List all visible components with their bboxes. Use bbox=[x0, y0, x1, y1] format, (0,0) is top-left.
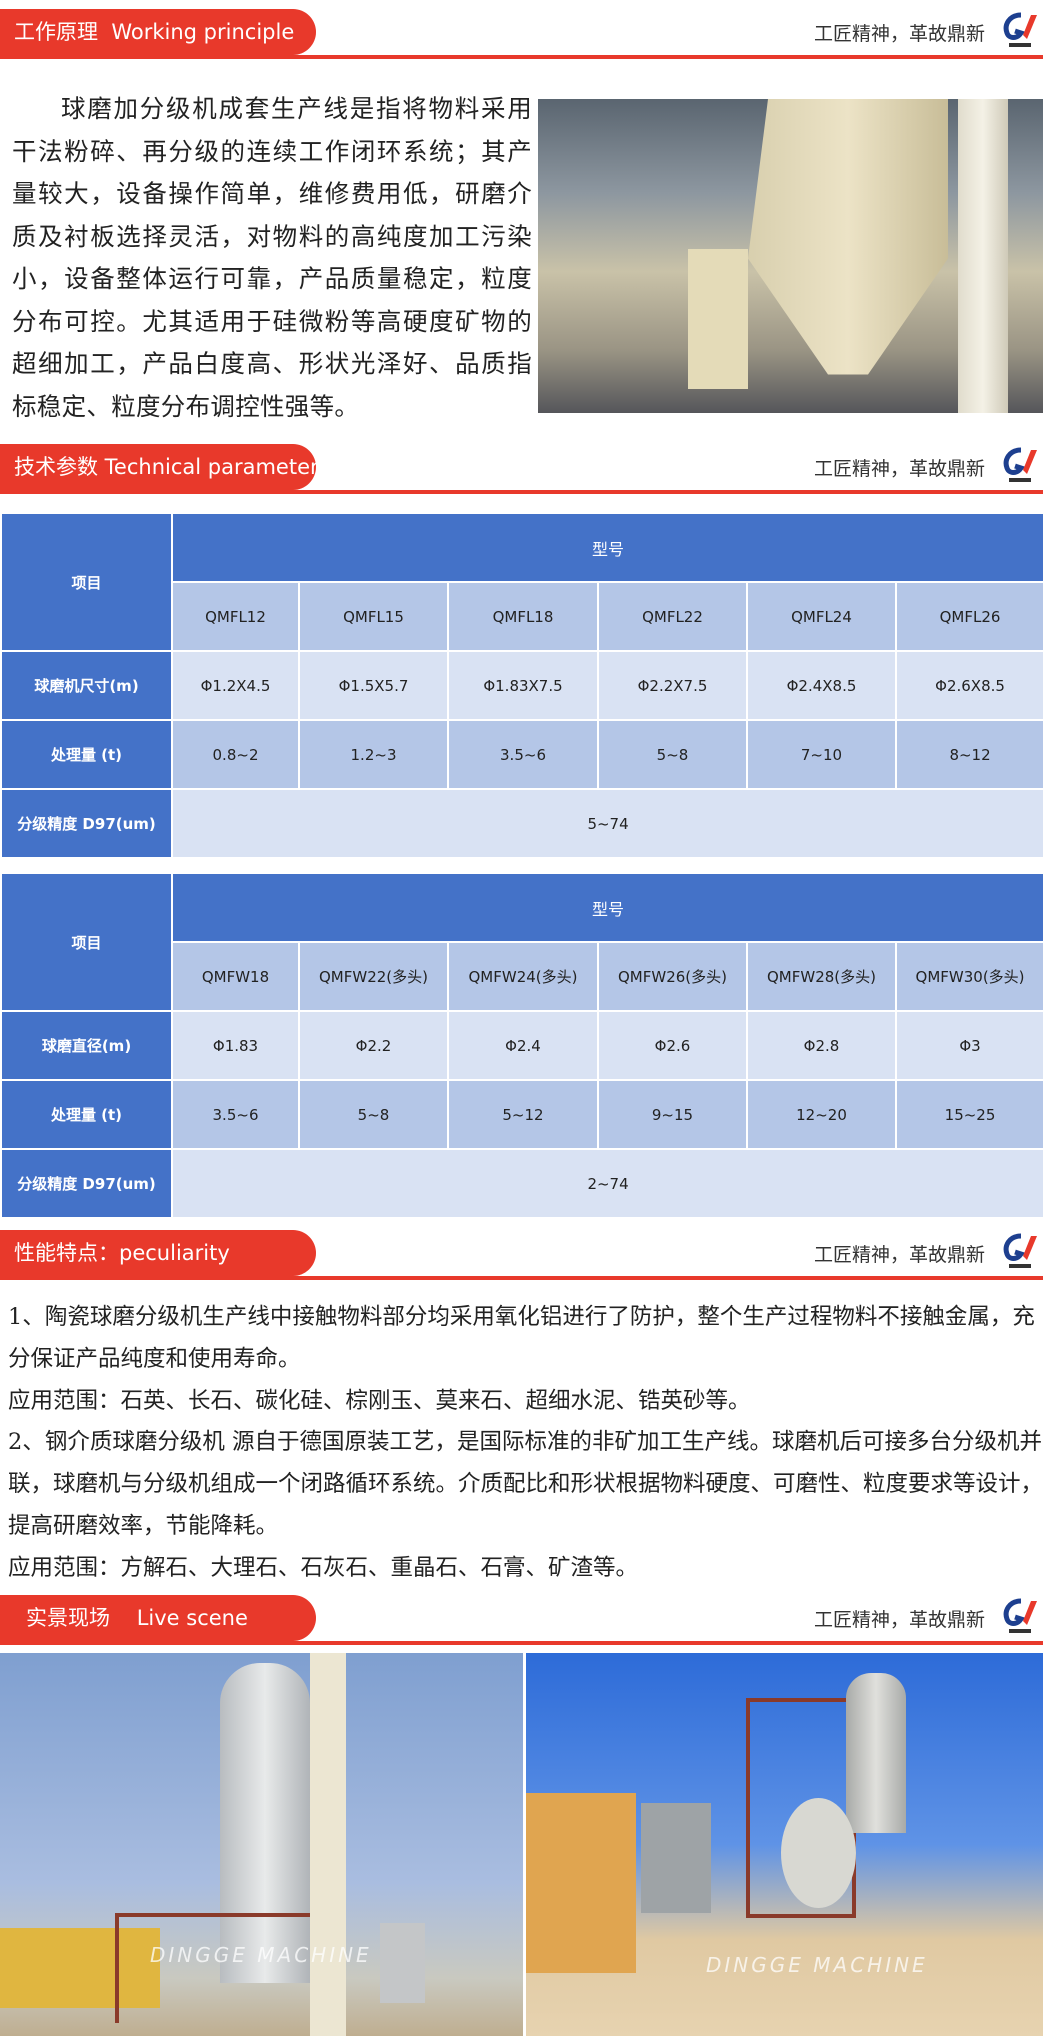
table-cell: 0.8~2 bbox=[171, 719, 300, 790]
section-title: 实景现场 Live scene bbox=[0, 1595, 316, 1641]
header-model: 型号 bbox=[170, 512, 1043, 583]
model-cell: QMFW22(多头) bbox=[298, 941, 449, 1012]
header-item: 项目 bbox=[0, 512, 173, 652]
table-cell: Φ2.4X8.5 bbox=[746, 650, 897, 721]
model-cell: QMFW24(多头) bbox=[447, 941, 599, 1012]
header-item: 项目 bbox=[0, 872, 173, 1012]
row-label: 分级精度 D97(um) bbox=[0, 788, 173, 859]
features-list: 1、陶瓷球磨分级机生产线中接触物料部分均采用氧化铝进行了防护，整个生产过程物料不… bbox=[8, 1297, 1043, 1590]
row-label: 球磨直径(m) bbox=[0, 1010, 173, 1081]
table-row-models: QMFW18 QMFW22(多头) QMFW24(多头) QMFW26(多头) … bbox=[1, 941, 1043, 1012]
table-cell: Φ2.6 bbox=[597, 1010, 748, 1081]
table-cell: 5~8 bbox=[597, 719, 748, 790]
table-cell: 8~12 bbox=[894, 719, 1043, 790]
table-cell: Φ3 bbox=[894, 1010, 1043, 1081]
table-row-models: QMFL12 QMFL15 QMFL18 QMFL22 QMFL24 QMFL2… bbox=[1, 581, 1043, 652]
table-cell: 15~25 bbox=[894, 1079, 1043, 1150]
section-title: 工作原理 Working principle bbox=[0, 9, 316, 55]
table-cell: Φ2.6X8.5 bbox=[894, 650, 1043, 721]
model-cell: QMFW30(多头) bbox=[894, 941, 1043, 1012]
table-cell: Φ1.83X7.5 bbox=[447, 650, 599, 721]
table-cell: 2~74 bbox=[170, 1148, 1043, 1219]
table-cell: 5~74 bbox=[170, 788, 1043, 859]
table-cell: 1.2~3 bbox=[298, 719, 449, 790]
section-title: 技术参数 Technical parameter bbox=[0, 444, 319, 490]
table-cell: 3.5~6 bbox=[447, 719, 599, 790]
company-logo-icon bbox=[1003, 447, 1037, 482]
table-cell: Φ1.5X5.7 bbox=[298, 650, 449, 721]
row-label: 球磨机尺寸(m) bbox=[0, 650, 173, 721]
model-cell: QMFW18 bbox=[171, 941, 300, 1012]
model-cell: QMFL26 bbox=[894, 581, 1043, 652]
model-cell: QMFW26(多头) bbox=[597, 941, 748, 1012]
watermark: DINGGE MACHINE bbox=[150, 1943, 372, 1967]
header-model: 型号 bbox=[170, 872, 1043, 943]
row-label: 处理量 (t) bbox=[0, 1079, 173, 1150]
working-principle-text: 球磨加分级机成套生产线是指将物料采用干法粉碎、再分级的连续工作闭环系统；其产量较… bbox=[12, 94, 532, 421]
table-cell: 5~8 bbox=[298, 1079, 449, 1150]
table-cell: 7~10 bbox=[746, 719, 897, 790]
table-row: 处理量 (t) 3.5~6 5~8 5~12 9~15 12~20 15~25 bbox=[0, 1079, 1043, 1150]
slogan: 工匠精神，革故鼎新 bbox=[813, 23, 985, 45]
spec-table-qmfw: 项目 型号 QMFW18 QMFW22(多头) QMFW24(多头) QMFW2… bbox=[0, 872, 1043, 1219]
live-scene-photo-right: DINGGE MACHINE bbox=[526, 1653, 1043, 2036]
section-header-peculiarity: 性能特点：peculiarity 工匠精神，革故鼎新 bbox=[0, 1230, 1043, 1280]
divider bbox=[0, 1641, 1043, 1645]
table-row: 分级精度 D97(um) 5~74 bbox=[0, 788, 1043, 859]
model-cell: QMFL18 bbox=[447, 581, 599, 652]
model-cell: QMFL22 bbox=[597, 581, 748, 652]
table-cell: Φ1.83 bbox=[171, 1010, 300, 1081]
company-logo-icon bbox=[1003, 12, 1037, 47]
divider bbox=[0, 55, 1043, 59]
table-row: 分级精度 D97(um) 2~74 bbox=[0, 1148, 1043, 1219]
divider bbox=[0, 1276, 1043, 1280]
table-row: 处理量 (t) 0.8~2 1.2~3 3.5~6 5~8 7~10 8~12 bbox=[0, 719, 1043, 790]
table-cell: Φ2.8 bbox=[746, 1010, 897, 1081]
table-cell: 9~15 bbox=[597, 1079, 748, 1150]
section-header-live: 实景现场 Live scene 工匠精神，革故鼎新 bbox=[0, 1595, 1043, 1645]
table-row: 球磨机尺寸(m) Φ1.2X4.5 Φ1.5X5.7 Φ1.83X7.5 Φ2.… bbox=[0, 650, 1043, 721]
feature-item: 1、陶瓷球磨分级机生产线中接触物料部分均采用氧化铝进行了防护，整个生产过程物料不… bbox=[8, 1304, 1035, 1372]
slogan: 工匠精神，革故鼎新 bbox=[813, 1609, 985, 1631]
table-row: 球磨直径(m) Φ1.83 Φ2.2 Φ2.4 Φ2.6 Φ2.8 Φ3 bbox=[0, 1010, 1043, 1081]
company-logo-icon bbox=[1003, 1233, 1037, 1268]
slogan: 工匠精神，革故鼎新 bbox=[813, 458, 985, 480]
feature-application: 应用范围：石英、长石、碳化硅、棕刚玉、莫来石、超细水泥、锆英砂等。 bbox=[8, 1387, 751, 1414]
watermark: DINGGE MACHINE bbox=[706, 1953, 928, 1977]
factory-interior-photo bbox=[538, 99, 1043, 413]
model-cell: QMFL12 bbox=[171, 581, 300, 652]
table-cell: Φ2.2X7.5 bbox=[597, 650, 748, 721]
company-logo-icon bbox=[1003, 1598, 1037, 1633]
table-cell: Φ2.2 bbox=[298, 1010, 449, 1081]
feature-item: 2、钢介质球磨分级机 源自于德国原装工艺，是国际标准的非矿加工生产线。球磨机后可… bbox=[8, 1429, 1043, 1539]
slogan: 工匠精神，革故鼎新 bbox=[813, 1244, 985, 1266]
model-cell: QMFW28(多头) bbox=[746, 941, 897, 1012]
table-cell: Φ1.2X4.5 bbox=[171, 650, 300, 721]
section-header-working: 工作原理 Working principle 工匠精神，革故鼎新 bbox=[0, 9, 1043, 59]
section-header-technical: 技术参数 Technical parameter 工匠精神，革故鼎新 bbox=[0, 444, 1043, 494]
row-label: 分级精度 D97(um) bbox=[0, 1148, 173, 1219]
row-label: 处理量 (t) bbox=[0, 719, 173, 790]
feature-application: 应用范围：方解石、大理石、石灰石、重晶石、石膏、矿渣等。 bbox=[8, 1554, 639, 1581]
section-title: 性能特点：peculiarity bbox=[0, 1230, 316, 1276]
model-cell: QMFL15 bbox=[298, 581, 449, 652]
table-cell: Φ2.4 bbox=[447, 1010, 599, 1081]
divider bbox=[0, 490, 1043, 494]
live-scene-photo-left: DINGGE MACHINE bbox=[0, 1653, 523, 2036]
model-cell: QMFL24 bbox=[746, 581, 897, 652]
table-cell: 5~12 bbox=[447, 1079, 599, 1150]
spec-table-qmfl: 项目 型号 QMFL12 QMFL15 QMFL18 QMFL22 QMFL24… bbox=[0, 512, 1043, 859]
table-cell: 3.5~6 bbox=[171, 1079, 300, 1150]
table-cell: 12~20 bbox=[746, 1079, 897, 1150]
